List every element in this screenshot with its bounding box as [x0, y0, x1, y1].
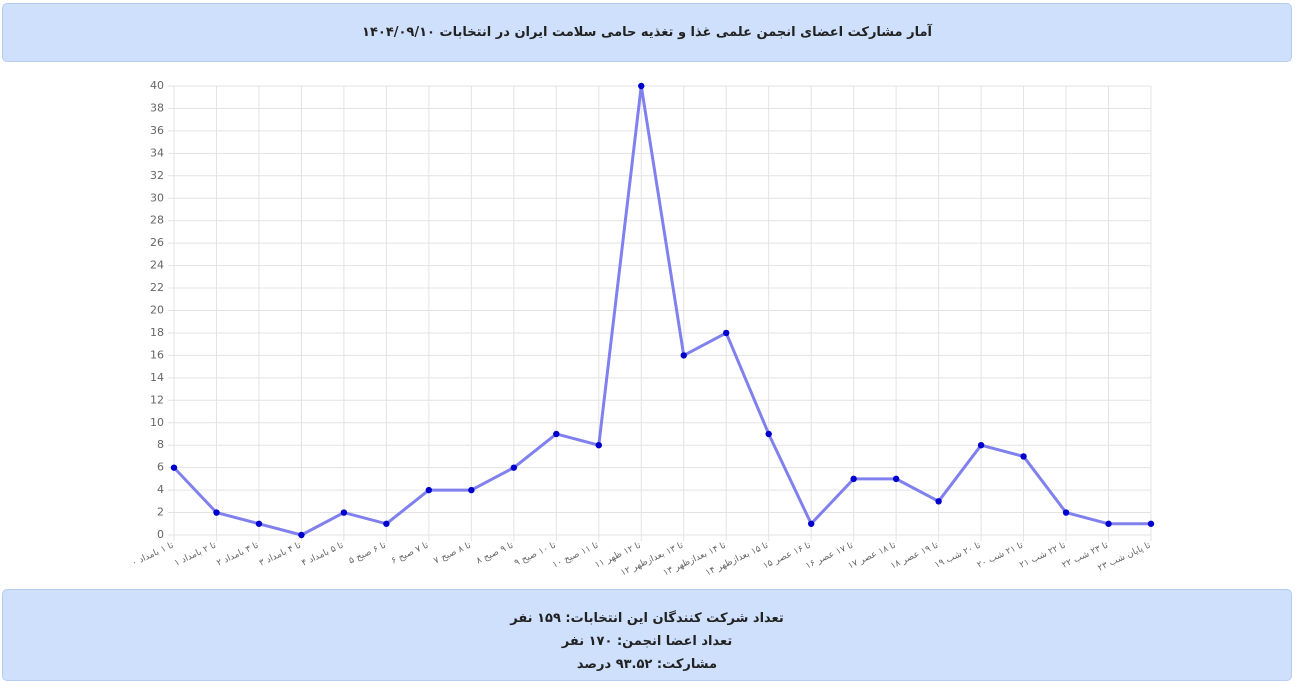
x-tick-label: ۶ تا ۷ صبح — [390, 540, 431, 566]
x-tick-label: ۸ تا ۹ صبح — [475, 540, 516, 566]
data-point — [298, 531, 305, 539]
x-tick-label: ۱۹ تا ۲۰ شب — [933, 540, 983, 570]
data-point — [170, 464, 178, 471]
y-tick-label: 16 — [150, 348, 164, 361]
x-tick-label: ۷ تا ۸ صبح — [432, 540, 473, 566]
data-point — [638, 82, 645, 90]
y-tick-label: 14 — [150, 371, 164, 384]
data-point — [765, 430, 772, 438]
x-tick-label: ۲۰ تا ۲۱ شب — [976, 540, 1026, 570]
y-tick-label: 12 — [150, 393, 164, 406]
footer-line: تعداد اعضا انجمن: ۱۷۰ نفر — [561, 634, 733, 649]
y-tick-label: 20 — [150, 304, 164, 317]
y-tick-label: 10 — [150, 416, 164, 429]
footer: تعداد شرکت کنندگان این انتخابات: ۱۵۹ نفر… — [2, 589, 1292, 681]
y-tick-label: 40 — [150, 79, 164, 92]
data-point — [723, 329, 730, 337]
data-point — [977, 442, 985, 449]
y-tick-label: 8 — [157, 438, 164, 451]
y-tick-label: 6 — [157, 461, 164, 474]
x-tick-label: ۰ تا ۱ بامداد — [130, 540, 175, 568]
data-point — [510, 464, 518, 471]
data-line — [172, 84, 1151, 537]
x-tick-label: ۱۸ تا ۱۹ عصر — [889, 540, 940, 571]
y-tick-label: 4 — [157, 483, 164, 496]
data-point — [850, 475, 857, 483]
y-tick-label: 24 — [150, 259, 164, 272]
data-point — [1062, 509, 1070, 516]
y-tick-label: 22 — [150, 281, 164, 294]
y-tick-label: 26 — [150, 236, 164, 249]
x-tick-label: ۲۱ تا ۲۲ شب — [1018, 540, 1068, 570]
y-tick-label: 18 — [150, 326, 164, 339]
data-point — [1105, 520, 1112, 527]
data-point — [680, 352, 687, 359]
page-title: آمار مشارکت اعضای انجمن علمی غذا و تغذیه… — [362, 25, 932, 40]
data-point — [595, 442, 602, 449]
y-tick-label: 34 — [150, 146, 164, 159]
x-tick-label: ۲ تا ۳ بامداد — [215, 540, 260, 568]
x-tick-label: ۱ تا ۲ بامداد — [173, 540, 218, 568]
footer-line: مشارکت: ۹۳.۵۲ درصد — [576, 657, 718, 672]
data-point — [935, 498, 942, 505]
x-tick-label: ۱۰ تا ۱۱ صبح — [551, 540, 600, 570]
data-point — [340, 509, 348, 516]
data-point — [807, 520, 815, 527]
x-tick-label: ۹ تا ۱۰ صبح — [513, 540, 558, 568]
y-tick-label: 28 — [150, 214, 164, 227]
y-tick-label: 30 — [150, 191, 164, 204]
x-tick-label: ۴ تا ۵ بامداد — [300, 540, 345, 568]
y-tick-label: 32 — [150, 169, 164, 182]
data-point — [892, 475, 900, 483]
y-tick-label: 2 — [157, 506, 164, 519]
y-tick-label: 38 — [150, 101, 164, 114]
x-tick-label: ۵ تا ۶ صبح — [347, 540, 388, 566]
header: آمار مشارکت اعضای انجمن علمی غذا و تغذیه… — [2, 3, 1292, 62]
data-point — [553, 430, 560, 438]
data-point — [255, 520, 263, 527]
footer-line: تعداد شرکت کنندگان این انتخابات: ۱۵۹ نفر — [510, 611, 784, 626]
data-point — [468, 486, 475, 494]
data-point — [425, 486, 433, 494]
data-point — [1147, 520, 1155, 527]
x-tick-label: ۳ تا ۴ بامداد — [258, 540, 303, 568]
data-point — [213, 509, 220, 516]
data-point — [1020, 453, 1027, 460]
y-tick-label: 0 — [157, 528, 164, 541]
y-tick-label: 36 — [150, 124, 164, 137]
data-point — [383, 520, 390, 527]
